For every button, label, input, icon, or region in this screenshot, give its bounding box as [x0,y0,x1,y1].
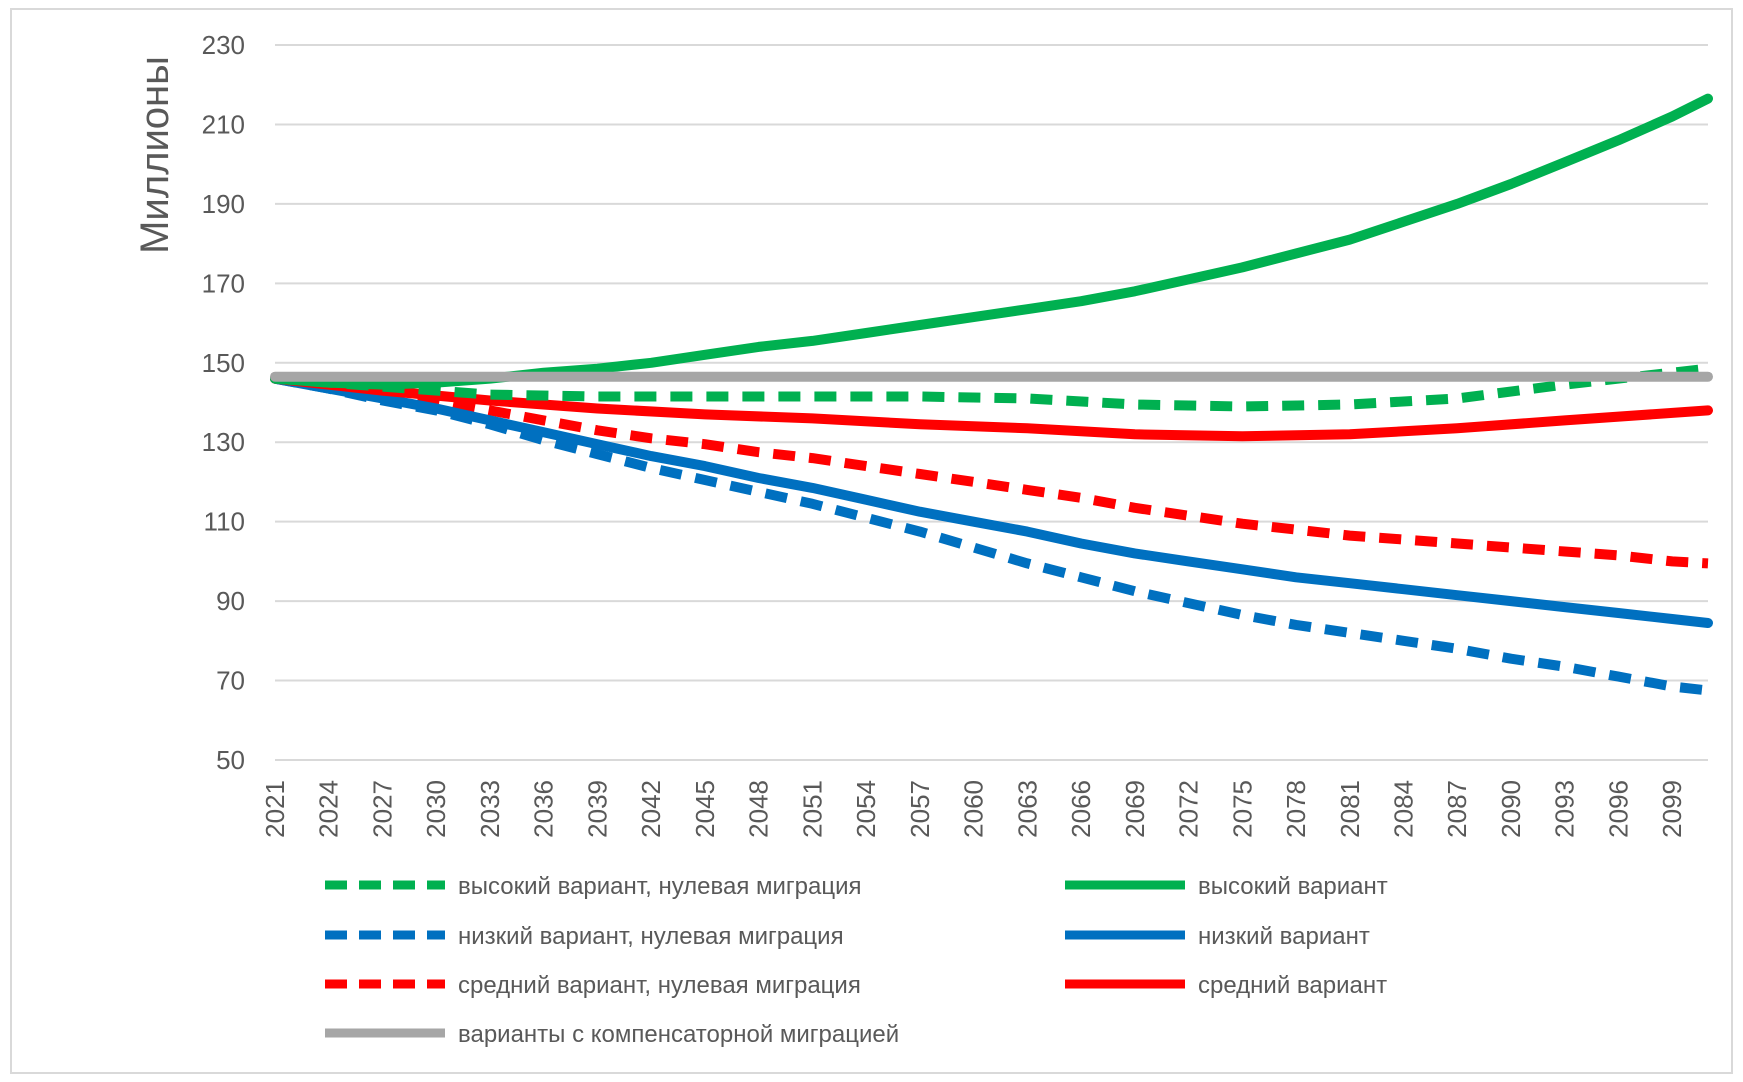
y-tick-label: 50 [216,745,245,775]
series-line [270,373,1713,442]
x-tick-label: 2087 [1442,780,1472,838]
x-tick-label: 2054 [851,780,881,838]
x-tick-label: 2060 [959,780,989,838]
x-tick-label: 2027 [367,780,397,838]
x-tick-label: 2090 [1496,780,1526,838]
y-tick-label: 150 [202,348,245,378]
x-tick-label: 2078 [1281,780,1311,838]
x-tick-label: 2081 [1335,780,1365,838]
y-tick-label: 190 [202,189,245,219]
x-tick-label: 2048 [744,780,774,838]
y-tick-label: 70 [216,666,245,696]
y-tick-label: 210 [202,109,245,139]
legend-label: средний вариант [1198,972,1387,999]
x-tick-label: 2036 [529,780,559,838]
legend-label: высокий вариант [1198,873,1388,900]
x-tick-label: 2084 [1388,780,1418,838]
x-tick-label: 2057 [905,780,935,838]
x-tick-label: 2069 [1120,780,1150,838]
series-line [270,93,1713,390]
x-axis-ticks: 2021 2024 2027 2030 2033 2036 2039 2042 2045 2048… [260,780,1687,838]
series-line [270,373,1713,628]
x-tick-label: 2075 [1227,780,1257,838]
y-tick-label: 130 [202,427,245,457]
y-tick-label: 110 [204,507,245,537]
y-axis-title: Миллионы [133,56,177,254]
x-tick-label: 2072 [1174,780,1204,838]
series-line [274,373,1709,569]
legend-label: средний вариант, нулевая миграция [458,972,861,999]
legend-label: низкий вариант [1198,923,1370,950]
y-axis-ticks: 50 70 90 110 130 150 170 190 210 230 [202,30,245,775]
x-tick-label: 2099 [1657,780,1687,838]
y-tick-label: 230 [202,30,245,60]
y-tick-label: 170 [202,268,245,298]
chart-frame [10,8,1733,1074]
x-tick-label: 2042 [636,780,666,838]
x-tick-label: 2063 [1012,780,1042,838]
x-tick-label: 2021 [260,780,290,838]
x-tick-label: 2039 [582,780,612,838]
series-lines [270,93,1713,696]
x-tick-label: 2024 [314,780,344,838]
x-tick-label: 2096 [1603,780,1633,838]
series-line [274,363,1709,412]
x-tick-label: 2066 [1066,780,1096,838]
legend-label: варианты с компенсаторной миграцией [458,1021,899,1048]
x-tick-label: 2051 [797,780,827,838]
x-tick-label: 2093 [1550,780,1580,838]
series-line [274,373,1709,696]
legend-label: высокий вариант, нулевая миграция [458,873,862,900]
gridlines [275,44,1708,761]
x-tick-label: 2033 [475,780,505,838]
legend: высокий вариант, нулевая миграция высокий… [325,873,1388,1048]
legend-label: низкий вариант, нулевая миграция [458,923,844,950]
x-tick-label: 2030 [421,780,451,838]
x-tick-label: 2045 [690,780,720,838]
y-tick-label: 90 [216,586,245,616]
